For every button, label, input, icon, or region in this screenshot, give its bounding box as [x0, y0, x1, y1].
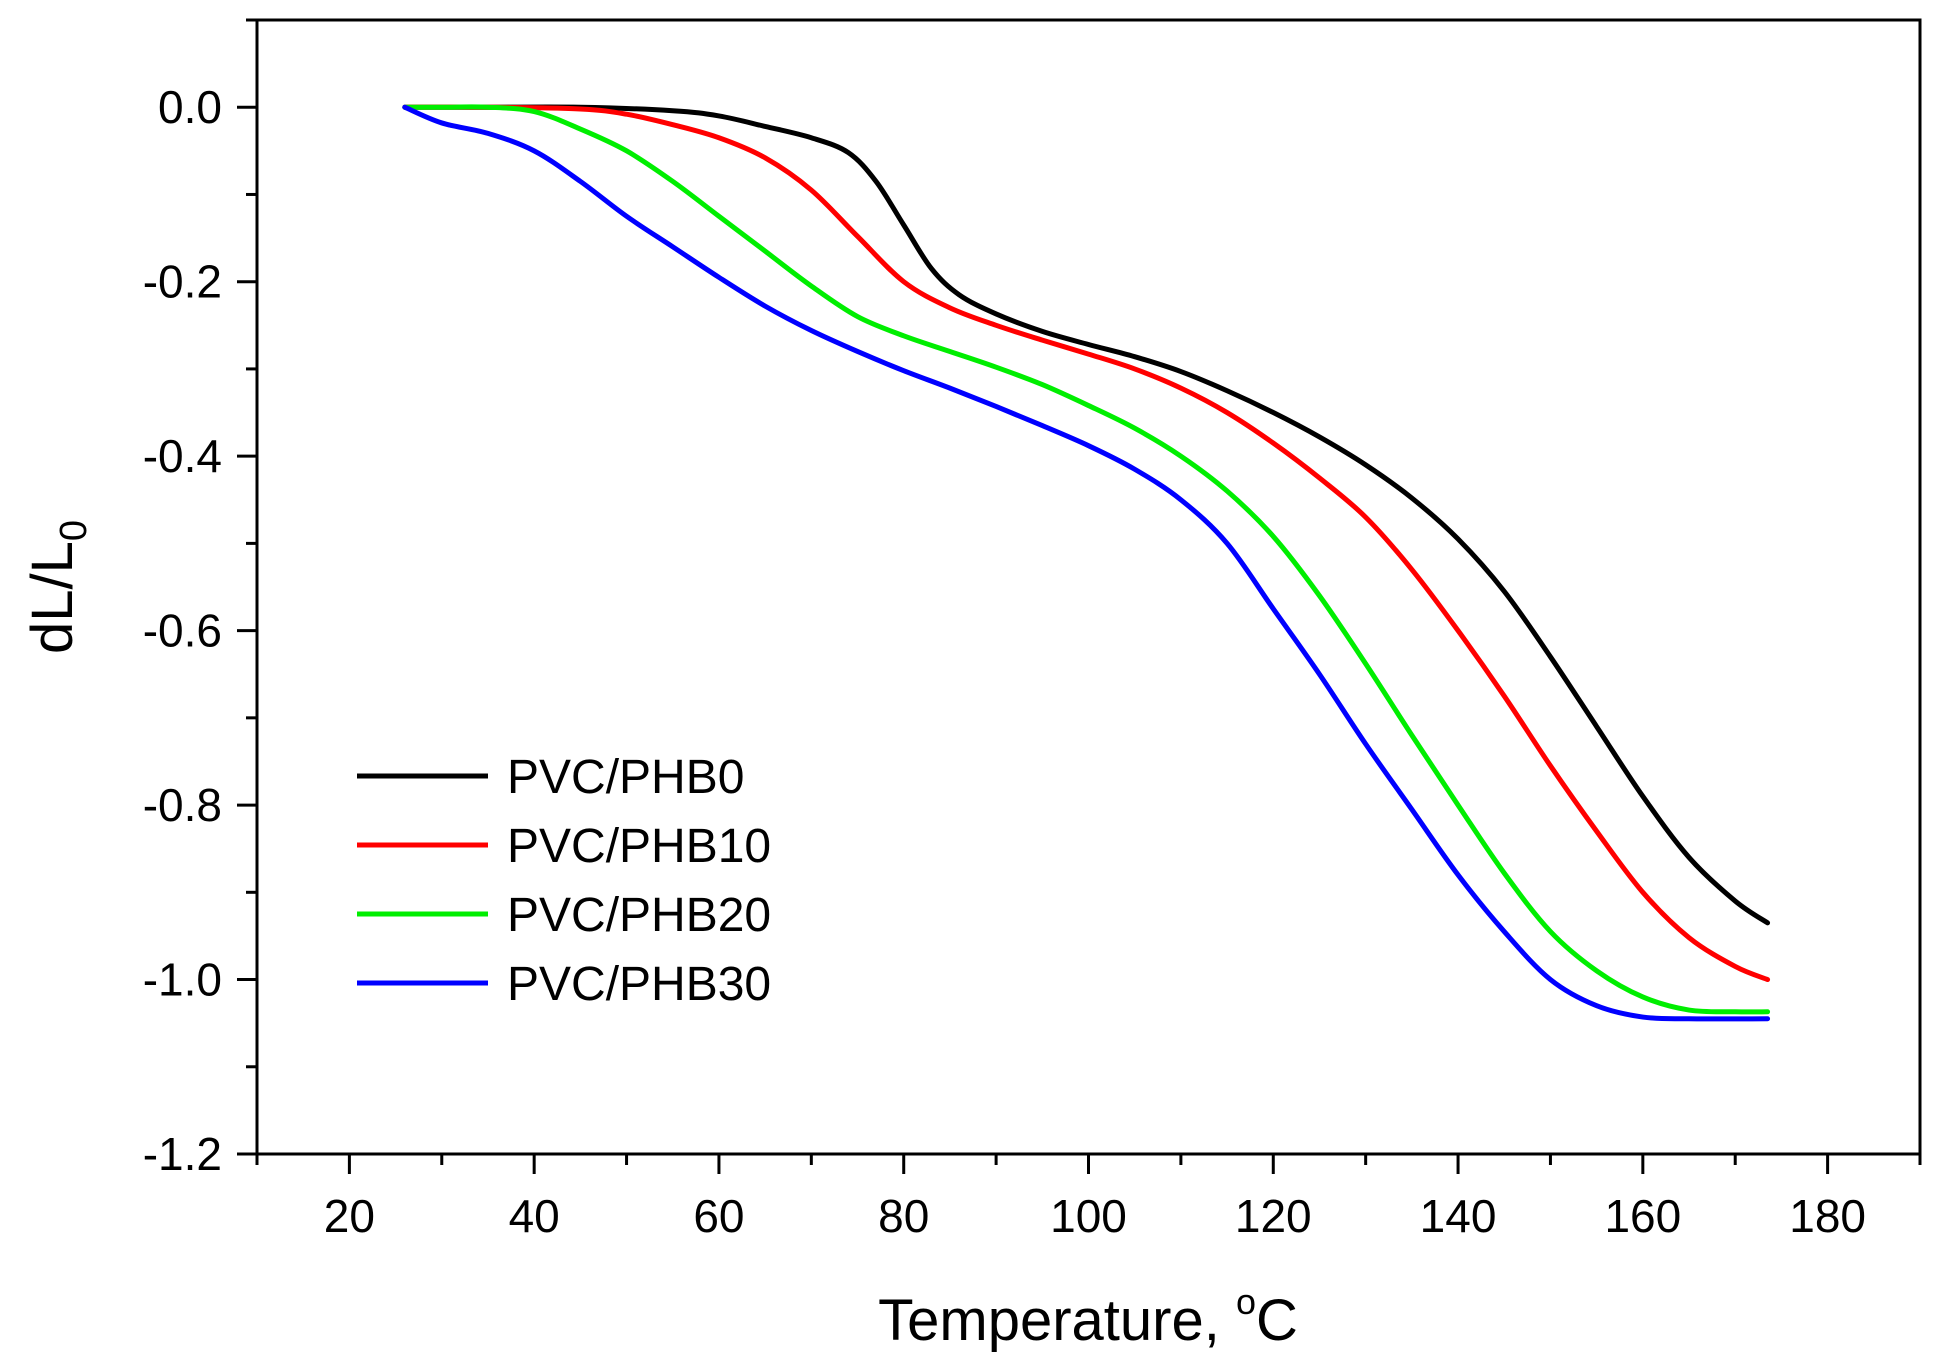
x-tick-label: 80 — [878, 1190, 929, 1242]
series-line-pvc-phb10 — [402, 104, 1771, 983]
legend-label: PVC/PHB0 — [507, 751, 744, 804]
legend: PVC/PHB0 PVC/PHB10 PVC/PHB20 PVC/PHB30 — [357, 751, 771, 1011]
legend-label: PVC/PHB10 — [507, 820, 771, 873]
y-axis-title: dL/L0 — [20, 520, 95, 654]
x-axis-title-text: Temperature, — [878, 1288, 1236, 1353]
series-line-pvc-phb20 — [402, 104, 1771, 1015]
y-tick-label: -1.0 — [143, 954, 222, 1006]
legend-label: PVC/PHB20 — [507, 889, 771, 942]
x-tick-label: 140 — [1420, 1190, 1497, 1242]
y-tick-label: -1.2 — [143, 1128, 222, 1180]
series-line-pvc-phb0 — [402, 104, 1771, 926]
x-tick-label: 160 — [1604, 1190, 1681, 1242]
x-tick-label: 20 — [324, 1190, 375, 1242]
y-tick-label: 0.0 — [158, 81, 222, 133]
x-tick-label: 60 — [693, 1190, 744, 1242]
x-tick-label: 100 — [1050, 1190, 1127, 1242]
x-tick-label: 40 — [509, 1190, 560, 1242]
x-axis-title: Temperature, oC — [878, 1281, 1298, 1353]
x-tick-label: 120 — [1235, 1190, 1312, 1242]
y-tick-label: -0.2 — [143, 256, 222, 308]
y-axis-title-text: dL/L — [20, 541, 85, 654]
legend-label: PVC/PHB30 — [507, 958, 771, 1011]
x-tick-label: 180 — [1789, 1190, 1866, 1242]
x-axis-title-unit: C — [1256, 1288, 1298, 1353]
y-tick-label: -0.8 — [143, 779, 222, 831]
x-axis-title-degree: o — [1236, 1281, 1256, 1322]
axis-ticks: 20 40 60 80 100 120 140 160 180 0.0 -0.2 -0.4 -0.6 -0… — [143, 18, 1922, 1242]
y-tick-label: -0.6 — [143, 605, 222, 657]
series-line-pvc-phb30 — [402, 104, 1771, 1022]
series-lines — [402, 104, 1771, 1022]
y-axis-title-subscript: 0 — [53, 520, 95, 541]
y-tick-label: -0.4 — [143, 430, 222, 482]
